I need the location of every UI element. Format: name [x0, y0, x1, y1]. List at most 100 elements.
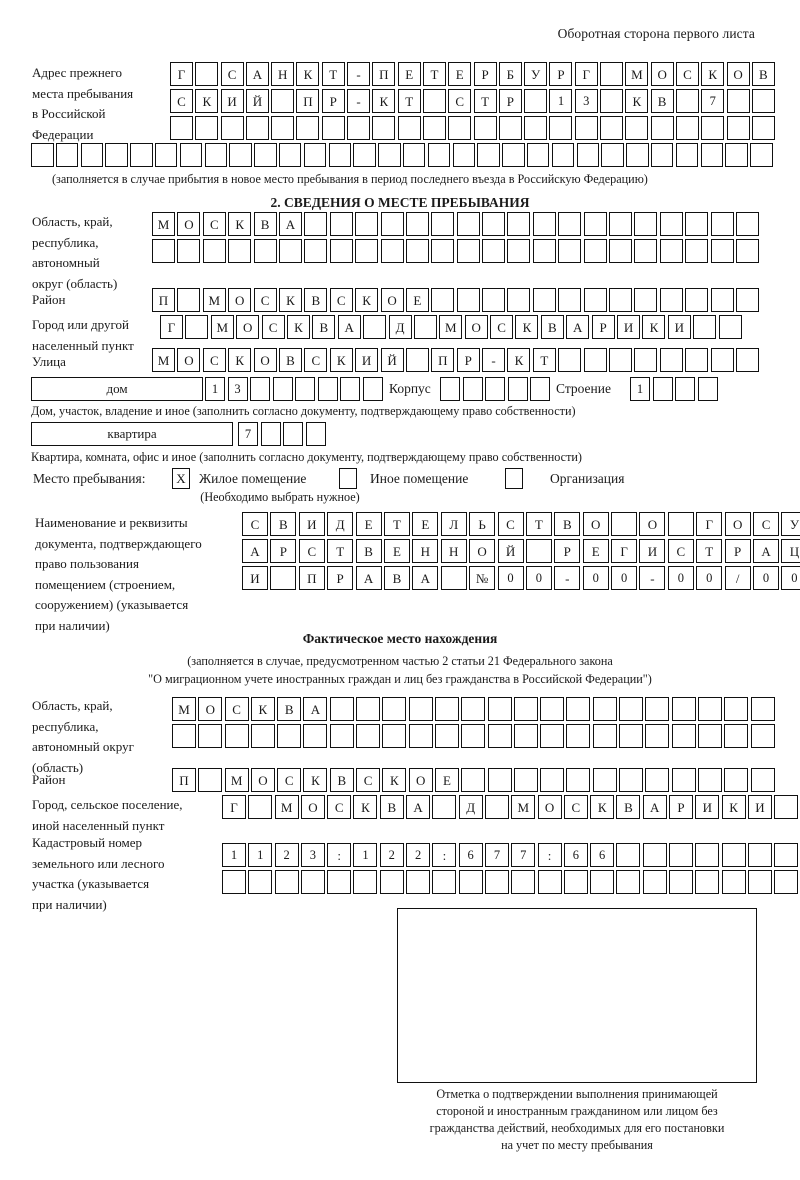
- char-cell[interactable]: К: [228, 348, 252, 372]
- region-row-2[interactable]: [152, 239, 759, 263]
- char-cell[interactable]: И: [639, 539, 666, 563]
- char-cell[interactable]: П: [152, 288, 175, 312]
- char-cell[interactable]: 0: [753, 566, 780, 590]
- char-cell[interactable]: Й: [245, 89, 269, 113]
- char-cell[interactable]: Д: [327, 512, 354, 536]
- char-cell[interactable]: [750, 697, 775, 721]
- char-cell[interactable]: Т: [321, 62, 345, 86]
- char-cell[interactable]: П: [296, 89, 320, 113]
- char-cell[interactable]: [609, 348, 633, 372]
- char-cell[interactable]: К: [590, 795, 615, 819]
- char-cell[interactable]: С: [329, 288, 353, 312]
- char-cell[interactable]: М: [224, 768, 249, 792]
- char-cell[interactable]: [434, 724, 459, 748]
- char-cell[interactable]: 0: [696, 566, 723, 590]
- char-cell[interactable]: [685, 348, 709, 372]
- char-cell[interactable]: [697, 768, 722, 792]
- char-cell[interactable]: [195, 116, 219, 140]
- char-cell[interactable]: [55, 143, 79, 167]
- char-cell[interactable]: С: [202, 348, 226, 372]
- char-cell[interactable]: [724, 697, 749, 721]
- char-cell[interactable]: :: [432, 843, 457, 867]
- char-cell[interactable]: Д: [458, 795, 483, 819]
- char-cell[interactable]: [718, 315, 742, 339]
- char-cell[interactable]: М: [439, 315, 463, 339]
- char-cell[interactable]: [422, 89, 446, 113]
- char-cell[interactable]: В: [253, 212, 277, 236]
- char-cell[interactable]: [601, 143, 624, 167]
- char-cell[interactable]: М: [511, 795, 536, 819]
- char-cell[interactable]: М: [274, 795, 299, 819]
- char-cell[interactable]: Т: [397, 89, 421, 113]
- char-cell[interactable]: Л: [440, 512, 467, 536]
- char-cell[interactable]: [551, 143, 575, 167]
- char-cell[interactable]: №: [469, 566, 496, 590]
- char-cell[interactable]: К: [515, 315, 539, 339]
- char-cell[interactable]: [353, 143, 376, 167]
- char-cell[interactable]: [583, 348, 607, 372]
- char-cell[interactable]: [356, 697, 381, 721]
- char-cell[interactable]: [667, 512, 694, 536]
- char-cell[interactable]: В: [650, 89, 674, 113]
- char-cell[interactable]: :: [327, 843, 352, 867]
- char-cell[interactable]: [634, 288, 658, 312]
- char-cell[interactable]: [511, 870, 536, 894]
- char-cell[interactable]: -: [554, 566, 581, 590]
- char-cell[interactable]: К: [250, 697, 275, 721]
- char-cell[interactable]: [461, 768, 486, 792]
- char-cell[interactable]: [659, 239, 683, 263]
- char-cell[interactable]: К: [353, 795, 378, 819]
- char-cell[interactable]: [484, 795, 509, 819]
- char-cell[interactable]: [747, 870, 772, 894]
- char-cell[interactable]: -: [482, 348, 506, 372]
- char-cell[interactable]: В: [616, 795, 641, 819]
- char-cell[interactable]: В: [312, 315, 336, 339]
- char-cell[interactable]: [229, 143, 252, 167]
- char-cell[interactable]: [513, 768, 538, 792]
- char-cell[interactable]: [270, 566, 297, 590]
- char-cell[interactable]: [726, 116, 750, 140]
- char-cell[interactable]: С: [675, 62, 699, 86]
- char-cell[interactable]: Р: [498, 89, 522, 113]
- char-cell[interactable]: И: [747, 795, 772, 819]
- char-cell[interactable]: С: [356, 768, 381, 792]
- char-cell[interactable]: Р: [554, 539, 581, 563]
- char-cell[interactable]: О: [177, 212, 201, 236]
- char-cell[interactable]: [485, 377, 505, 401]
- char-cell[interactable]: [432, 795, 457, 819]
- char-cell[interactable]: [487, 697, 512, 721]
- char-cell[interactable]: С: [448, 89, 472, 113]
- char-cell[interactable]: [177, 239, 201, 263]
- char-cell[interactable]: [540, 724, 565, 748]
- char-cell[interactable]: [498, 116, 522, 140]
- char-cell[interactable]: А: [242, 539, 268, 563]
- char-cell[interactable]: Р: [549, 62, 573, 86]
- char-cell[interactable]: К: [382, 768, 407, 792]
- char-cell[interactable]: Р: [327, 566, 354, 590]
- char-cell[interactable]: [405, 239, 429, 263]
- char-cell[interactable]: [253, 239, 277, 263]
- char-cell[interactable]: [685, 239, 709, 263]
- char-cell[interactable]: [456, 288, 480, 312]
- char-cell[interactable]: П: [431, 348, 455, 372]
- char-cell[interactable]: Е: [405, 288, 429, 312]
- char-cell[interactable]: В: [270, 512, 297, 536]
- char-cell[interactable]: [327, 870, 352, 894]
- char-cell[interactable]: [592, 697, 617, 721]
- char-cell[interactable]: Б: [498, 62, 522, 86]
- char-cell[interactable]: Е: [434, 768, 459, 792]
- char-cell[interactable]: [513, 724, 538, 748]
- char-cell[interactable]: О: [198, 697, 223, 721]
- char-cell[interactable]: О: [650, 62, 674, 86]
- confirmation-stamp-box[interactable]: [397, 908, 757, 1083]
- char-cell[interactable]: [558, 348, 582, 372]
- char-cell[interactable]: [448, 116, 472, 140]
- char-cell[interactable]: 6: [563, 843, 588, 867]
- char-cell[interactable]: С: [327, 795, 352, 819]
- char-cell[interactable]: [634, 348, 658, 372]
- char-cell[interactable]: 3: [227, 377, 248, 401]
- char-cell[interactable]: 0: [525, 566, 552, 590]
- char-cell[interactable]: К: [507, 348, 531, 372]
